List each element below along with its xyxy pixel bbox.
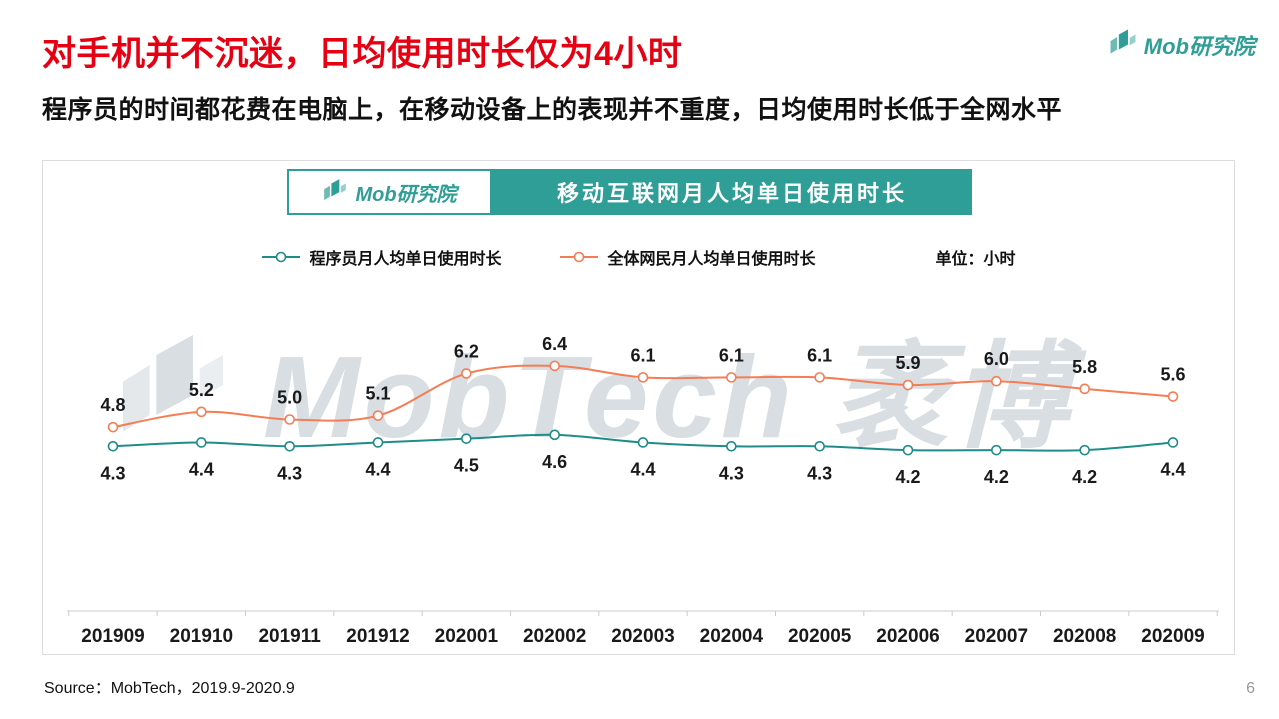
svg-text:201909: 201909: [81, 626, 144, 647]
page-number: 6: [1246, 680, 1255, 697]
chart-header-bar: Mob研究院 移动互联网月人均单日使用时长: [287, 169, 972, 215]
svg-text:4.2: 4.2: [895, 467, 920, 487]
svg-text:202001: 202001: [435, 626, 499, 647]
svg-text:202003: 202003: [611, 626, 674, 647]
svg-text:4.4: 4.4: [630, 459, 655, 479]
legend-item-programmer: 程序员月人均单日使用时长: [261, 245, 501, 269]
svg-text:4.3: 4.3: [807, 463, 832, 483]
svg-text:202006: 202006: [876, 626, 939, 647]
chart-legend: 程序员月人均单日使用时长 全体网民月人均单日使用时长 单位：小时: [43, 245, 1234, 269]
svg-text:6.2: 6.2: [454, 342, 479, 362]
svg-text:202002: 202002: [523, 626, 586, 647]
svg-text:4.4: 4.4: [365, 459, 390, 479]
page-title: 对手机并不沉迷，日均使用时长仅为4小时: [42, 35, 683, 73]
chart-header-logo: Mob研究院: [287, 169, 492, 215]
svg-text:5.0: 5.0: [277, 388, 302, 408]
brand-logo-text: Mob研究院: [1143, 33, 1255, 59]
svg-text:4.3: 4.3: [100, 463, 125, 483]
svg-text:4.6: 4.6: [542, 452, 567, 472]
legend-label-netizens: 全体网民月人均单日使用时长: [607, 251, 816, 268]
svg-text:5.1: 5.1: [365, 384, 390, 404]
chart-canvas: 201909 201910 201911 201912 202001 202002 2020…: [67, 334, 1219, 647]
svg-text:6.1: 6.1: [807, 345, 832, 365]
legend-marker-netizens-icon: [559, 250, 599, 264]
chart-card: Mob研究院 移动互联网月人均单日使用时长 程序员月人均单日使用时长 全体网民月…: [42, 160, 1235, 655]
legend-label-programmer: 程序员月人均单日使用时长: [309, 251, 502, 268]
svg-text:5.9: 5.9: [895, 353, 920, 373]
svg-text:4.2: 4.2: [984, 467, 1009, 487]
svg-text:4.4: 4.4: [1160, 459, 1185, 479]
svg-text:6.4: 6.4: [542, 334, 567, 354]
svg-text:6.1: 6.1: [630, 345, 655, 365]
svg-text:5.2: 5.2: [189, 380, 214, 400]
svg-text:4.3: 4.3: [719, 463, 744, 483]
brand-logo: Mob研究院: [1108, 28, 1255, 61]
svg-text:4.2: 4.2: [1072, 467, 1097, 487]
line-chart: 201909 201910 201911 201912 202001 202002 2020…: [43, 266, 1234, 654]
svg-text:202009: 202009: [1141, 626, 1204, 647]
svg-text:202005: 202005: [788, 626, 852, 647]
legend-unit: 单位：小时: [935, 251, 1016, 268]
svg-text:5.8: 5.8: [1072, 357, 1097, 377]
chart-title: 移动互联网月人均单日使用时长: [492, 169, 972, 215]
svg-text:202008: 202008: [1053, 626, 1116, 647]
chart-header-logo-text: Mob研究院: [355, 183, 457, 206]
svg-text:202004: 202004: [700, 626, 764, 647]
svg-text:4.3: 4.3: [277, 463, 302, 483]
svg-text:202007: 202007: [965, 626, 1028, 647]
legend-item-netizens: 全体网民月人均单日使用时长: [559, 245, 816, 269]
page-header: 对手机并不沉迷，日均使用时长仅为4小时 程序员的时间都花费在电脑上，在移动设备上…: [42, 26, 1062, 126]
svg-text:6.0: 6.0: [984, 349, 1009, 369]
legend-marker-programmer-icon: [261, 250, 301, 264]
svg-text:4.8: 4.8: [100, 395, 125, 415]
mob-logo-icon: [1108, 28, 1138, 61]
svg-text:4.5: 4.5: [454, 456, 479, 476]
svg-text:5.6: 5.6: [1160, 365, 1185, 385]
svg-text:201910: 201910: [170, 626, 233, 647]
source-note: Source：MobTech，2019.9-2020.9: [44, 680, 295, 697]
svg-text:201912: 201912: [346, 626, 409, 647]
svg-text:4.4: 4.4: [189, 459, 214, 479]
svg-text:201911: 201911: [258, 626, 321, 647]
svg-text:6.1: 6.1: [719, 345, 744, 365]
page-subtitle: 程序员的时间都花费在电脑上，在移动设备上的表现并不重度，日均使用时长低于全网水平: [42, 96, 1063, 124]
mob-logo-icon: [322, 178, 348, 207]
